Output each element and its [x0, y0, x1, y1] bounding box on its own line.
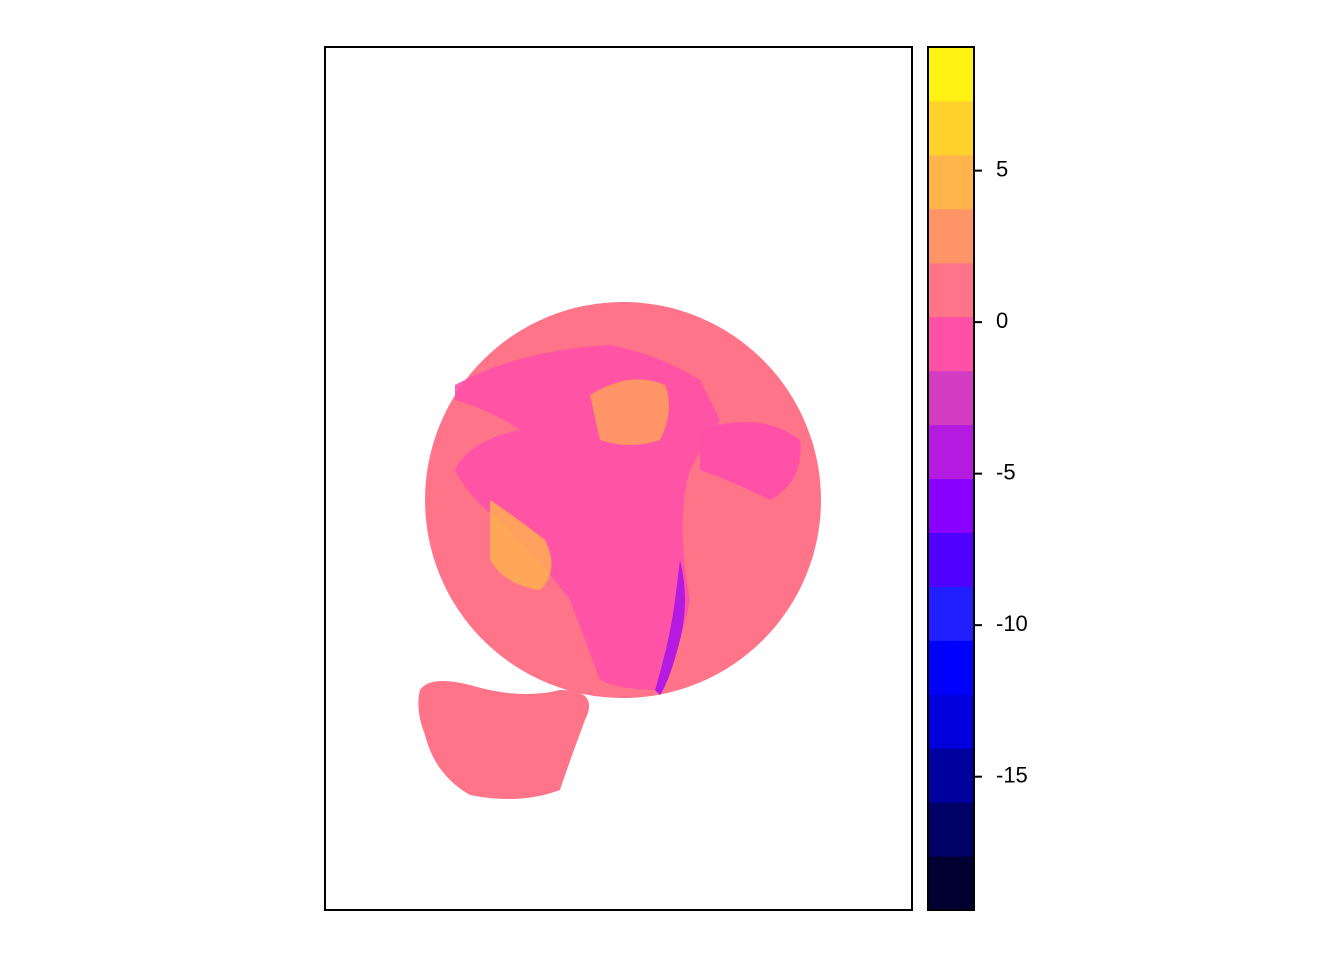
- tick-label: -5: [996, 459, 1016, 484]
- tick-label: 5: [996, 156, 1008, 181]
- land-patch: [418, 681, 590, 799]
- colorbar-bin: [928, 694, 974, 749]
- colorbar-bin: [928, 856, 974, 911]
- land-patch: [700, 422, 801, 500]
- land-patch: [655, 560, 685, 695]
- colorbar-bin: [928, 262, 974, 318]
- raster: [418, 302, 821, 799]
- colorbar: -15 -10 -5 0 5: [927, 46, 1028, 911]
- colorbar-bin: [928, 208, 974, 264]
- colorbar-bin: [928, 532, 974, 587]
- colorbar-bin: [928, 370, 974, 426]
- colorbar-bin: [928, 47, 974, 102]
- tick-label: -10: [996, 611, 1028, 636]
- tick-label: -15: [996, 762, 1028, 787]
- colorbar-frame: [927, 46, 975, 911]
- colorbar-bin: [928, 100, 974, 156]
- colorbar-bin: [928, 586, 974, 641]
- colorbar-bin: [928, 154, 974, 210]
- colorbar-bin: [928, 748, 974, 803]
- colorbar-bin: [928, 316, 974, 372]
- colorbar-bin: [928, 478, 974, 533]
- colorbar-bin: [928, 802, 974, 857]
- colorbar-bin: [928, 640, 974, 695]
- land-patch: [490, 500, 552, 590]
- colorbar-bin: [928, 424, 974, 479]
- tick-label: 0: [996, 308, 1008, 333]
- land-patch: [590, 379, 669, 445]
